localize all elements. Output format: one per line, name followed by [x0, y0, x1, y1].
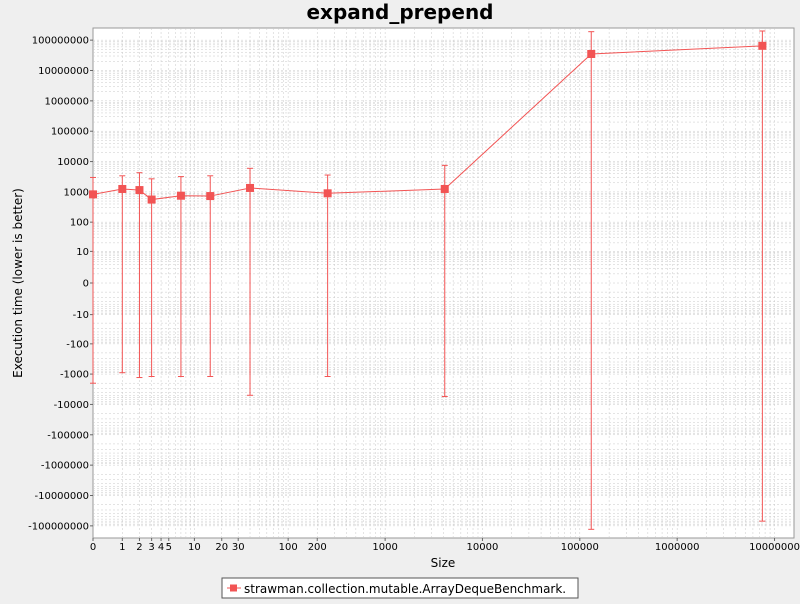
y-tick-label: -1000: [60, 370, 89, 381]
x-axis-ticks: 0 1 2 3 4 5 10 20 30 100 200 1000 10000 100000 1000000…: [90, 538, 800, 553]
y-tick-label: -100: [66, 339, 89, 350]
data-point: [587, 49, 596, 58]
legend-series-name: strawman.collection.mutable.ArrayDequeBe…: [244, 582, 566, 596]
x-axis-label: Size: [431, 556, 456, 570]
x-tick-label: 100000: [561, 542, 599, 553]
x-tick-label: 1: [119, 542, 125, 553]
y-tick-label: 1000: [64, 187, 89, 198]
data-point: [118, 184, 127, 193]
y-tick-label: -10000000: [34, 491, 89, 502]
data-point: [246, 183, 255, 192]
y-tick-label: -10: [73, 310, 89, 321]
y-tick-label: 10000000: [38, 66, 89, 77]
y-tick-label: 1000000: [44, 96, 89, 107]
x-tick-label: 5: [166, 542, 172, 553]
x-tick-label: 10000: [467, 542, 499, 553]
data-point: [89, 190, 97, 199]
data-point: [147, 195, 156, 204]
x-tick-label: 200: [308, 542, 327, 553]
y-tick-label: -100000000: [28, 521, 89, 532]
series-layer: [89, 30, 767, 530]
y-axis-label: Execution time (lower is better): [11, 188, 25, 378]
x-tick-label: 1000000: [655, 542, 700, 553]
data-point: [758, 41, 767, 50]
x-tick-label: 20: [215, 542, 228, 553]
legend-box: [221, 577, 579, 599]
chart-title: expand_prepend: [306, 0, 493, 24]
data-point: [440, 184, 449, 193]
x-tick-label: 30: [232, 542, 245, 553]
data-point: [206, 192, 215, 201]
legend: strawman.collection.mutable.ArrayDequeBe…: [221, 577, 579, 599]
legend-swatch-marker: [230, 584, 237, 592]
y-tick-label: -10000: [54, 400, 89, 411]
y-tick-label: 10: [76, 247, 89, 258]
data-point: [135, 186, 144, 195]
x-tick-label: 10000000: [749, 542, 800, 553]
x-tick-label: 4: [158, 542, 164, 553]
y-tick-label: 100000: [51, 127, 89, 138]
data-point: [176, 191, 185, 200]
y-tick-label: 100000000: [32, 36, 89, 47]
y-tick-label: -1000000: [41, 461, 89, 472]
series-group: [89, 30, 767, 530]
x-tick-label: 1000: [372, 542, 397, 553]
y-tick-label: 10000: [57, 157, 89, 168]
x-tick-label: 2: [136, 542, 142, 553]
y-tick-label: 100: [70, 218, 89, 229]
x-tick-label: 3: [148, 542, 154, 553]
y-tick-label: -100000: [47, 430, 89, 441]
data-point: [323, 189, 332, 198]
x-tick-label: 10: [188, 542, 201, 553]
y-axis-ticks: 1000000001000000010000001000001000010001…: [28, 36, 93, 532]
y-tick-label: 0: [83, 279, 89, 290]
x-tick-label: 100: [279, 542, 298, 553]
x-tick-label: 0: [90, 542, 96, 553]
